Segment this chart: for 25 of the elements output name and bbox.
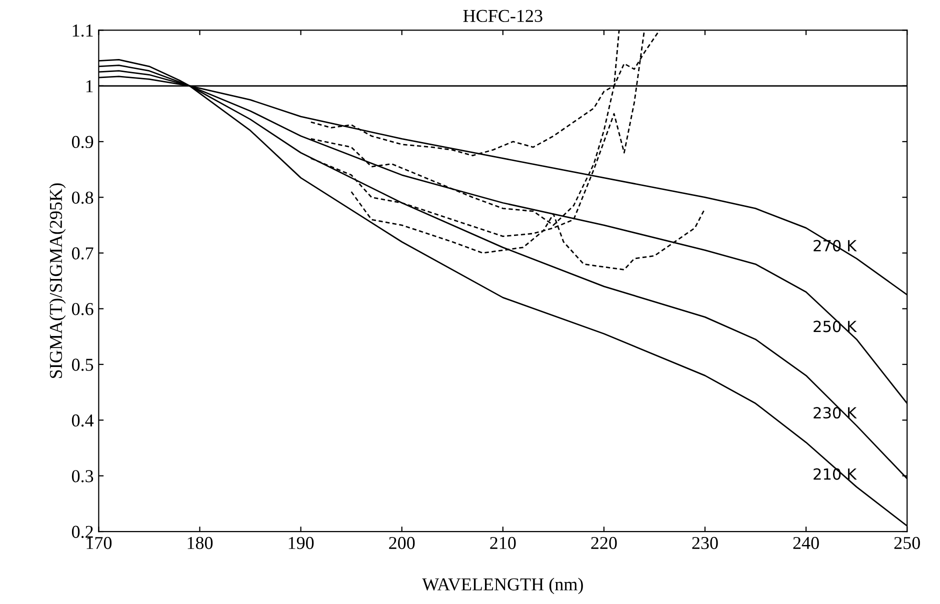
- y-tick-label: 0.7: [72, 247, 94, 260]
- x-tick-label: 250: [894, 536, 920, 550]
- x-tick-label: 240: [793, 536, 819, 550]
- y-tick-label: 0.5: [72, 358, 94, 371]
- y-tick-label: 0.2: [72, 526, 93, 538]
- y-tick-label: 1.1: [72, 24, 93, 37]
- x-tick-label: 220: [591, 536, 617, 550]
- x-tick-label: 210: [490, 536, 516, 550]
- y-tick-label: 0.6: [72, 302, 94, 316]
- y-tick-label: 1: [86, 80, 93, 92]
- y-tick-label: 0.4: [72, 414, 94, 427]
- x-tick-label: 170: [86, 536, 112, 550]
- chart-title: HCFC-123: [463, 10, 542, 22]
- x-tick-label: 200: [389, 536, 415, 550]
- series-label: 210 K: [814, 468, 857, 480]
- y-tick-label: 0.8: [72, 192, 94, 204]
- y-tick-label: 0.9: [72, 136, 94, 148]
- x-tick-label: 180: [188, 536, 213, 550]
- y-axis-title: SIGMA(T)/SIGMA(295K): [49, 183, 66, 378]
- x-axis-title: WAVELENGTH (nm): [422, 578, 583, 594]
- x-tick-label: 190: [288, 536, 314, 550]
- series-label: 230 K: [814, 407, 857, 419]
- series-label: 250 K: [814, 320, 857, 332]
- y-tick-label: 0.3: [72, 470, 94, 482]
- x-tick-label: 230: [692, 536, 718, 550]
